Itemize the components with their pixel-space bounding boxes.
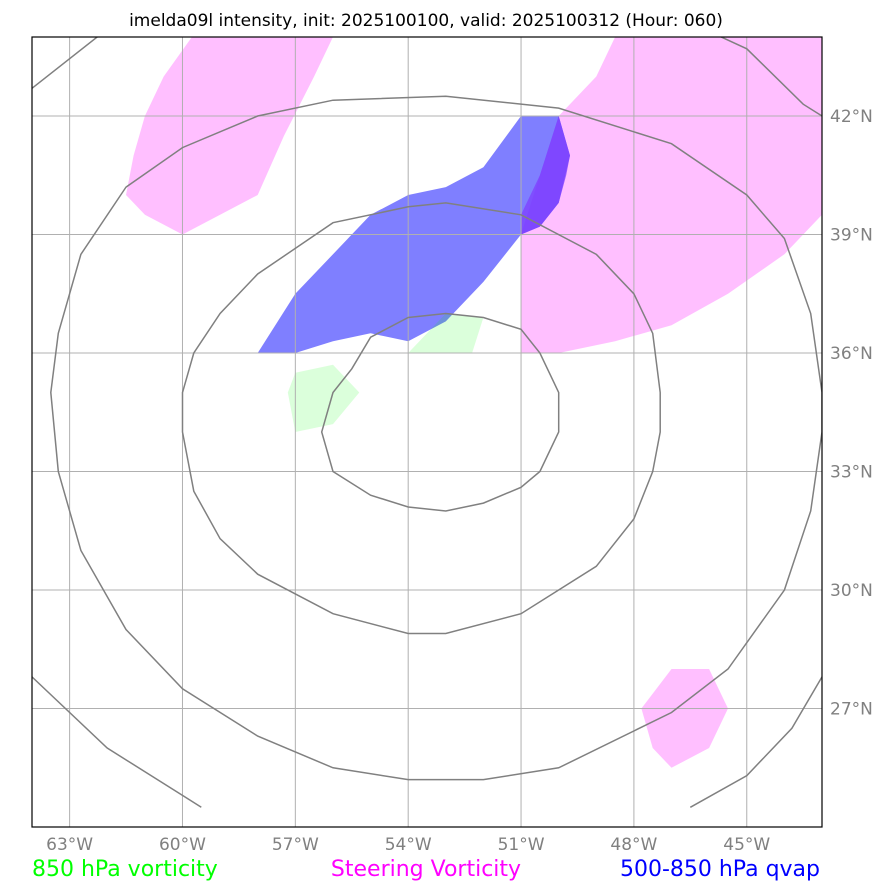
legend-item-qvap: 500-850 hPa qvap	[620, 857, 820, 882]
axis-tick-labels: 63°W 60°W 57°W 54°W 51°W 48°W 45°W 42°N 39°N 36°N…	[46, 107, 873, 855]
range-ring	[50, 95, 822, 781]
range-ring	[181, 202, 661, 635]
longitude-tick-label: 48°W	[610, 835, 657, 855]
steering-vorticity-south-area	[641, 669, 728, 768]
vorticity-850-east-area	[408, 313, 484, 353]
legend-item-850-vorticity: 850 hPa vorticity	[32, 857, 218, 882]
longitude-tick-label: 51°W	[498, 835, 545, 855]
longitude-tick-label: 63°W	[46, 835, 93, 855]
range-ring	[719, 37, 822, 117]
longitude-tick-label: 57°W	[272, 835, 319, 855]
map-title: imelda09l intensity, init: 2025100100, v…	[129, 11, 723, 31]
latitude-tick-label: 39°N	[830, 226, 873, 246]
qvap-north-area	[371, 0, 409, 5]
plot-frame	[31, 36, 823, 828]
legend-item-steering-vorticity: Steering Vorticity	[331, 857, 521, 882]
longitude-tick-label: 45°W	[723, 835, 770, 855]
latitude-tick-label: 30°N	[830, 581, 873, 601]
plot-area	[31, 0, 823, 828]
range-ring	[32, 37, 99, 89]
latitude-tick-label: 27°N	[830, 700, 873, 720]
overlap-region-area	[521, 116, 570, 235]
steering-vorticity-west-area	[126, 37, 333, 235]
range-ring	[32, 676, 202, 808]
latitude-tick-label: 42°N	[830, 107, 873, 127]
legend: 850 hPa vorticity Steering Vorticity 500…	[32, 857, 820, 882]
longitude-tick-label: 54°W	[385, 835, 432, 855]
range-ring	[689, 676, 822, 808]
range-ring	[320, 312, 560, 512]
range-rings-layer	[32, 37, 822, 808]
longitude-tick-label: 60°W	[159, 835, 206, 855]
latitude-tick-label: 36°N	[830, 344, 873, 364]
plot-background	[32, 37, 822, 827]
latitude-tick-label: 33°N	[830, 463, 873, 483]
